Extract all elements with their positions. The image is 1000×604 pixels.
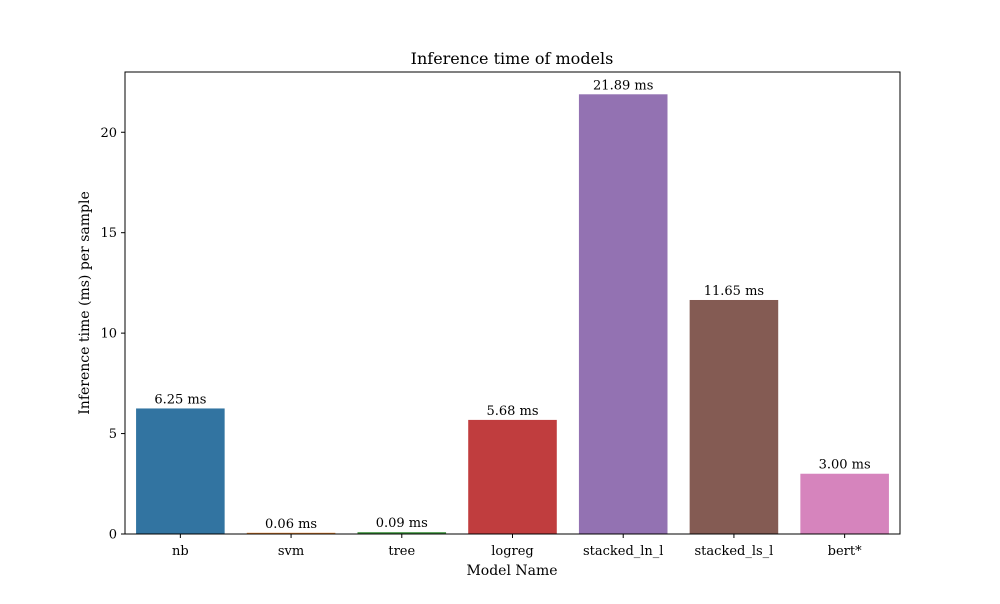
x-tick-label: bert* bbox=[828, 544, 862, 559]
data-label: 6.25 ms bbox=[154, 392, 206, 407]
bars-layer: 6.25 ms 0.06 ms 0.09 ms 5.68 ms 21.89 ms 11.6… bbox=[136, 78, 889, 535]
chart-title: Inference time of models bbox=[411, 49, 614, 68]
bar-svm bbox=[246, 532, 336, 534]
bar-nb bbox=[136, 408, 225, 534]
data-label: 21.89 ms bbox=[593, 78, 653, 93]
x-tick-label: stacked_ln_l bbox=[583, 544, 664, 559]
y-axis-label: Inference time (ms) per sample bbox=[77, 191, 93, 414]
y-tick-label: 5 bbox=[109, 427, 117, 442]
data-label: 0.06 ms bbox=[265, 517, 317, 532]
data-label: 3.00 ms bbox=[819, 458, 871, 473]
axes-layer: nb svm tree logreg stacked_ln_l stacked_ls_l b… bbox=[100, 71, 901, 559]
x-tick-label: nb bbox=[172, 544, 189, 559]
bar-tree bbox=[357, 532, 447, 534]
data-label: 5.68 ms bbox=[486, 404, 538, 419]
data-label: 0.09 ms bbox=[376, 516, 428, 531]
x-axis-label: Model Name bbox=[466, 563, 557, 579]
y-tick-label: 0 bbox=[109, 528, 117, 543]
y-tick-label: 20 bbox=[100, 126, 117, 141]
data-label: 11.65 ms bbox=[704, 284, 764, 299]
x-tick-label: svm bbox=[278, 544, 304, 559]
y-tick-label: 15 bbox=[100, 226, 117, 241]
y-tick-label: 10 bbox=[100, 327, 117, 342]
x-tick-label: logreg bbox=[491, 544, 534, 559]
bar-stacked-ls-l bbox=[689, 299, 779, 534]
x-tick-label: tree bbox=[388, 544, 415, 559]
plot-frame bbox=[124, 71, 901, 535]
bar-logreg bbox=[468, 419, 557, 534]
bar-stacked-ln-l bbox=[578, 94, 668, 535]
x-tick-label: stacked_ls_l bbox=[695, 544, 774, 559]
bar-bert- bbox=[800, 473, 889, 534]
